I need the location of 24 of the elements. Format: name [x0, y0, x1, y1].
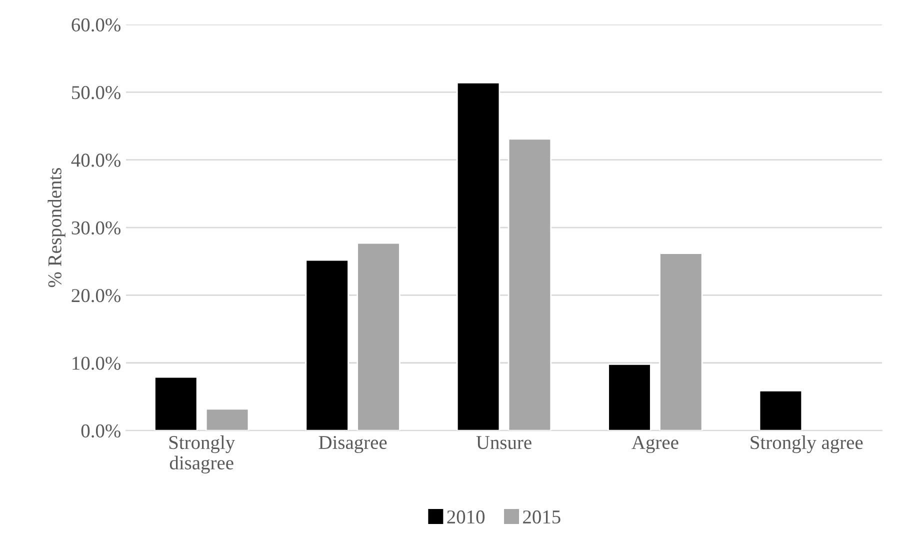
bar	[456, 82, 500, 431]
y-tick-label: 50.0%	[72, 86, 120, 100]
bar	[659, 252, 703, 431]
bar	[608, 364, 652, 431]
y-tick-label: 60.0%	[72, 18, 120, 32]
bar	[205, 408, 250, 431]
x-tick-label: Agree	[632, 436, 678, 454]
y-tick-label: 20.0%	[72, 289, 120, 302]
bar	[154, 376, 198, 431]
y-tick-label: 40.0%	[71, 154, 120, 167]
legend-label: 2010	[447, 510, 485, 524]
y-axis-title: % Respondents	[48, 168, 66, 288]
legend-label: 2015	[523, 510, 560, 524]
y-tick-label: 30.0%	[72, 221, 120, 235]
bar	[356, 242, 400, 431]
y-tick-label: 10.0%	[72, 356, 120, 370]
bar	[305, 259, 349, 431]
y-tick-label: 0.0%	[81, 424, 120, 438]
x-tick-label: Disagree	[318, 436, 387, 454]
x-tick-label: Unsure	[476, 436, 532, 450]
bar	[508, 138, 552, 431]
bar	[758, 390, 803, 431]
x-tick-label: Strongly disagree	[169, 435, 236, 474]
x-tick-label: Strongly agree	[750, 435, 863, 454]
